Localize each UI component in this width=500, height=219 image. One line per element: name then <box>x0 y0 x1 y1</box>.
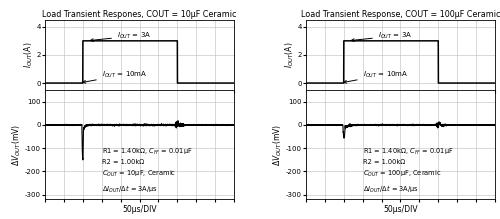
X-axis label: 50μs/DIV: 50μs/DIV <box>122 205 157 214</box>
Text: $I_{OUT}$ = 3A: $I_{OUT}$ = 3A <box>90 31 151 42</box>
Y-axis label: $\Delta V_{OUT}$(mV): $\Delta V_{OUT}$(mV) <box>272 124 284 166</box>
Y-axis label: $\Delta V_{OUT}$(mV): $\Delta V_{OUT}$(mV) <box>11 124 24 166</box>
Text: R1 = 1.40kΩ, $C_{FF}$ = 0.01μF
R2 = 1.00kΩ
$C_{OUT}$ = 10μF, Ceramic
$\Delta I_{: R1 = 1.40kΩ, $C_{FF}$ = 0.01μF R2 = 1.00… <box>102 146 192 195</box>
Text: $I_{OUT}$ = 10mA: $I_{OUT}$ = 10mA <box>344 70 408 83</box>
Y-axis label: $I_{OUT}$(A): $I_{OUT}$(A) <box>22 42 35 68</box>
Text: $I_{OUT}$ = 3A: $I_{OUT}$ = 3A <box>352 31 412 42</box>
Title: Load Transient Respones, COUT = 10μF Ceramic: Load Transient Respones, COUT = 10μF Cer… <box>42 10 237 19</box>
Y-axis label: $I_{OUT}$(A): $I_{OUT}$(A) <box>284 42 296 68</box>
Title: Load Transient Response, COUT = 100μF Ceramic: Load Transient Response, COUT = 100μF Ce… <box>300 10 500 19</box>
Text: R1 = 1.40kΩ, $C_{FF}$ = 0.01μF
R2 = 1.00kΩ
$C_{OUT}$ = 100μF, Ceramic
$\Delta I_: R1 = 1.40kΩ, $C_{FF}$ = 0.01μF R2 = 1.00… <box>362 146 454 195</box>
Text: $I_{OUT}$ = 10mA: $I_{OUT}$ = 10mA <box>83 70 147 83</box>
X-axis label: 50μs/DIV: 50μs/DIV <box>383 205 418 214</box>
